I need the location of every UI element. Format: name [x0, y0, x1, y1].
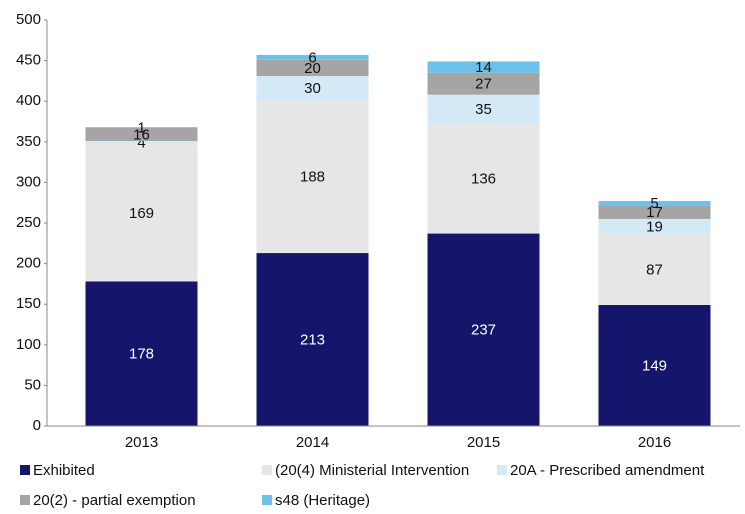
y-tick-label: 250 [16, 214, 41, 231]
bar-segment [256, 100, 369, 254]
y-tick-label: 50 [24, 376, 41, 393]
data-label: 27 [475, 76, 492, 93]
y-tick-label: 350 [16, 133, 41, 150]
y-tick-label: 200 [16, 255, 41, 272]
y-tick-label: 100 [16, 336, 41, 353]
legend-label: 20(2) - partial exemption [33, 492, 196, 509]
x-tick-label: 2013 [125, 434, 158, 451]
bar-segment [85, 127, 198, 128]
bar-segment [598, 218, 711, 235]
bar-segment [256, 54, 369, 60]
bar-segment [85, 281, 198, 426]
data-label: 30 [304, 80, 321, 97]
x-tick-label: 2015 [467, 434, 500, 451]
bar-segment [256, 76, 369, 101]
bar-segment [427, 72, 540, 95]
data-label: 35 [475, 101, 492, 118]
data-label: 237 [471, 322, 496, 339]
y-tick-label: 300 [16, 173, 41, 190]
data-label: 1 [137, 120, 145, 137]
y-tick-label: 450 [16, 52, 41, 69]
data-label: 14 [475, 59, 492, 76]
data-label: 6 [308, 49, 316, 66]
legend-swatch [497, 465, 507, 475]
bar-segment [427, 123, 540, 234]
data-label: 169 [129, 205, 154, 222]
bar-segment [85, 127, 198, 141]
y-tick-label: 150 [16, 295, 41, 312]
legend-label: s48 (Heritage) [275, 492, 370, 509]
bar-segment [598, 201, 711, 206]
x-tick-label: 2014 [296, 434, 329, 451]
x-tick-label: 2016 [638, 434, 671, 451]
bar-segment [427, 233, 540, 426]
y-tick-label: 0 [33, 417, 41, 434]
bar-segment [85, 144, 198, 282]
bar-segment [427, 94, 540, 124]
data-label: 19 [646, 219, 663, 236]
y-tick-label: 500 [16, 11, 41, 28]
legend-swatch [20, 495, 30, 505]
bar-segment [598, 234, 711, 306]
data-label: 5 [650, 195, 658, 212]
data-label: 213 [300, 331, 325, 348]
data-label: 20 [304, 60, 321, 77]
data-label: 4 [137, 135, 145, 152]
data-label: 87 [646, 262, 663, 279]
legend-label: (20(4) Ministerial Intervention [275, 462, 469, 479]
data-label: 17 [646, 204, 663, 221]
legend-swatch [20, 465, 30, 475]
bar-segment [427, 61, 540, 73]
bar-segment [256, 59, 369, 77]
legend-label: 20A - Prescribed amendment [510, 462, 705, 479]
legend-swatch [262, 465, 272, 475]
data-label: 188 [300, 169, 325, 186]
data-label: 149 [642, 357, 667, 374]
bar-segment [598, 205, 711, 219]
data-label: 136 [471, 170, 496, 187]
legend-swatch [262, 495, 272, 505]
data-label: 16 [133, 126, 150, 143]
bar-segment [598, 305, 711, 426]
bar-segment [85, 140, 198, 145]
legend-label: Exhibited [33, 462, 95, 479]
y-tick-label: 400 [16, 92, 41, 109]
bar-segment [256, 253, 369, 426]
data-label: 178 [129, 346, 154, 363]
